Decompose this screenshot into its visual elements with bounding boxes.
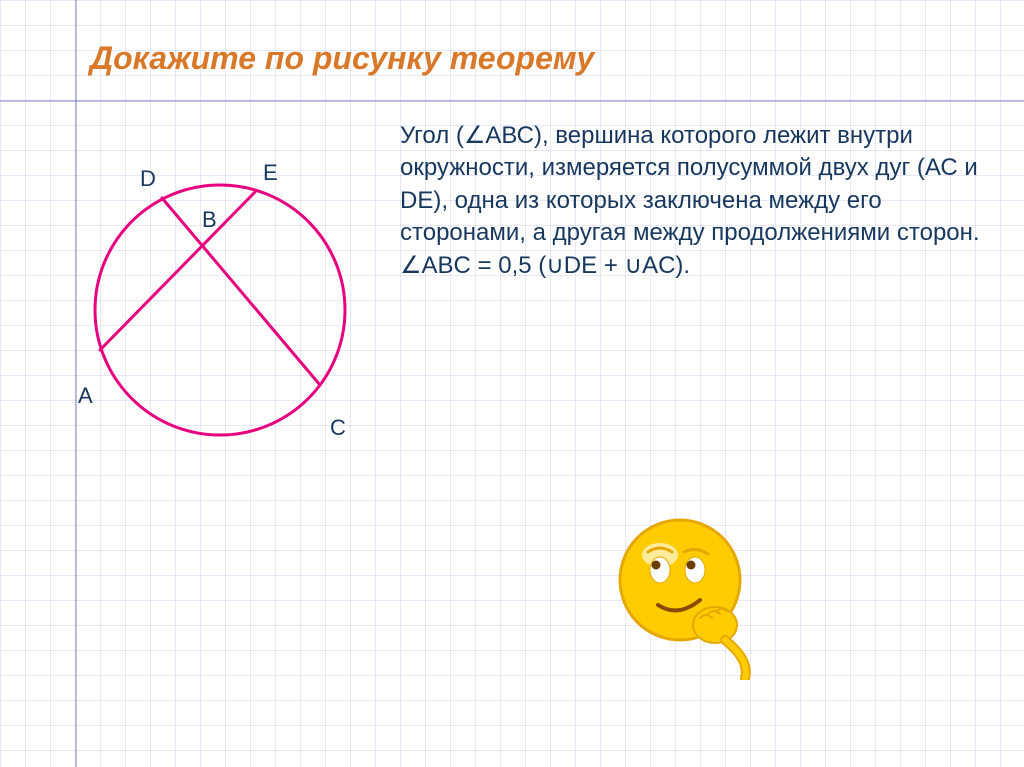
theorem-statement: Угол (∠АВС), вершина которого лежит внут…	[400, 122, 980, 246]
grid-margin-top	[0, 100, 1024, 102]
circle-diagram: A B C D E	[60, 140, 380, 460]
point-label-A: A	[78, 383, 93, 409]
theorem-formula: ∠ABC = 0,5 (∪DE + ∪AC).	[400, 252, 690, 279]
theorem-text-block: Угол (∠АВС), вершина которого лежит внут…	[400, 120, 980, 282]
point-label-D: D	[140, 166, 156, 192]
point-label-B: B	[202, 207, 217, 233]
point-label-C: C	[330, 415, 346, 441]
point-label-E: E	[263, 160, 278, 186]
page-title: Докажите по рисунку теорему	[90, 40, 594, 77]
smiley-thinking-icon	[600, 500, 780, 680]
